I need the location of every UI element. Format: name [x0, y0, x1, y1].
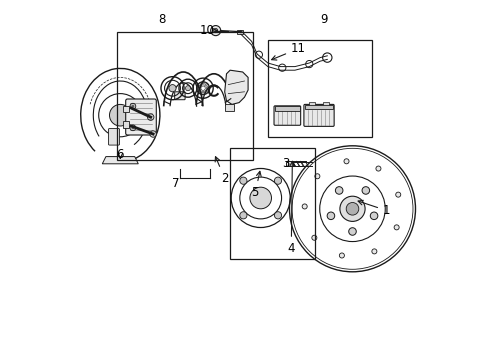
Text: 9: 9	[319, 13, 327, 26]
Circle shape	[343, 159, 348, 164]
Text: 6: 6	[116, 148, 124, 161]
Circle shape	[395, 192, 400, 197]
Circle shape	[375, 166, 380, 171]
Text: 2: 2	[215, 157, 228, 185]
Circle shape	[274, 177, 281, 184]
Circle shape	[210, 26, 220, 36]
Circle shape	[361, 187, 369, 194]
Circle shape	[149, 131, 156, 137]
FancyBboxPatch shape	[125, 99, 156, 135]
Text: 5: 5	[251, 171, 261, 199]
Circle shape	[335, 187, 342, 194]
Text: 8: 8	[158, 13, 165, 26]
Circle shape	[346, 202, 358, 215]
Text: 1: 1	[357, 200, 389, 217]
FancyBboxPatch shape	[303, 104, 333, 126]
Circle shape	[339, 253, 344, 258]
Text: 3: 3	[282, 157, 289, 170]
Bar	[117, 32, 253, 160]
Circle shape	[371, 249, 376, 254]
Circle shape	[132, 105, 134, 107]
Bar	[123, 121, 128, 128]
Bar	[285, 162, 291, 166]
Circle shape	[168, 85, 176, 92]
Bar	[287, 161, 292, 166]
FancyBboxPatch shape	[273, 106, 300, 125]
Text: 7: 7	[172, 177, 180, 190]
Circle shape	[393, 225, 398, 230]
Bar	[237, 30, 242, 34]
Circle shape	[339, 196, 365, 221]
Bar	[267, 40, 371, 137]
Circle shape	[249, 187, 271, 209]
Circle shape	[239, 212, 246, 219]
Circle shape	[132, 127, 134, 129]
Text: 10: 10	[199, 24, 217, 37]
Polygon shape	[102, 157, 138, 164]
Polygon shape	[224, 70, 247, 104]
Text: 11: 11	[271, 42, 305, 60]
Bar	[224, 104, 233, 111]
Circle shape	[109, 104, 131, 126]
Bar	[322, 102, 329, 105]
Circle shape	[314, 174, 319, 179]
Bar	[275, 106, 299, 111]
Circle shape	[130, 125, 136, 131]
Bar	[230, 148, 314, 259]
Bar	[305, 105, 332, 109]
Circle shape	[274, 212, 281, 219]
Text: 4: 4	[287, 161, 294, 255]
FancyBboxPatch shape	[108, 129, 120, 145]
Circle shape	[348, 228, 356, 235]
Circle shape	[239, 177, 246, 184]
Circle shape	[302, 204, 306, 209]
Bar	[308, 102, 314, 105]
Bar	[123, 106, 128, 112]
Circle shape	[213, 28, 218, 33]
FancyBboxPatch shape	[174, 92, 185, 100]
Circle shape	[185, 86, 190, 91]
Circle shape	[326, 212, 334, 220]
Circle shape	[369, 212, 377, 220]
Circle shape	[147, 114, 154, 120]
Circle shape	[130, 103, 136, 109]
Circle shape	[311, 235, 316, 240]
